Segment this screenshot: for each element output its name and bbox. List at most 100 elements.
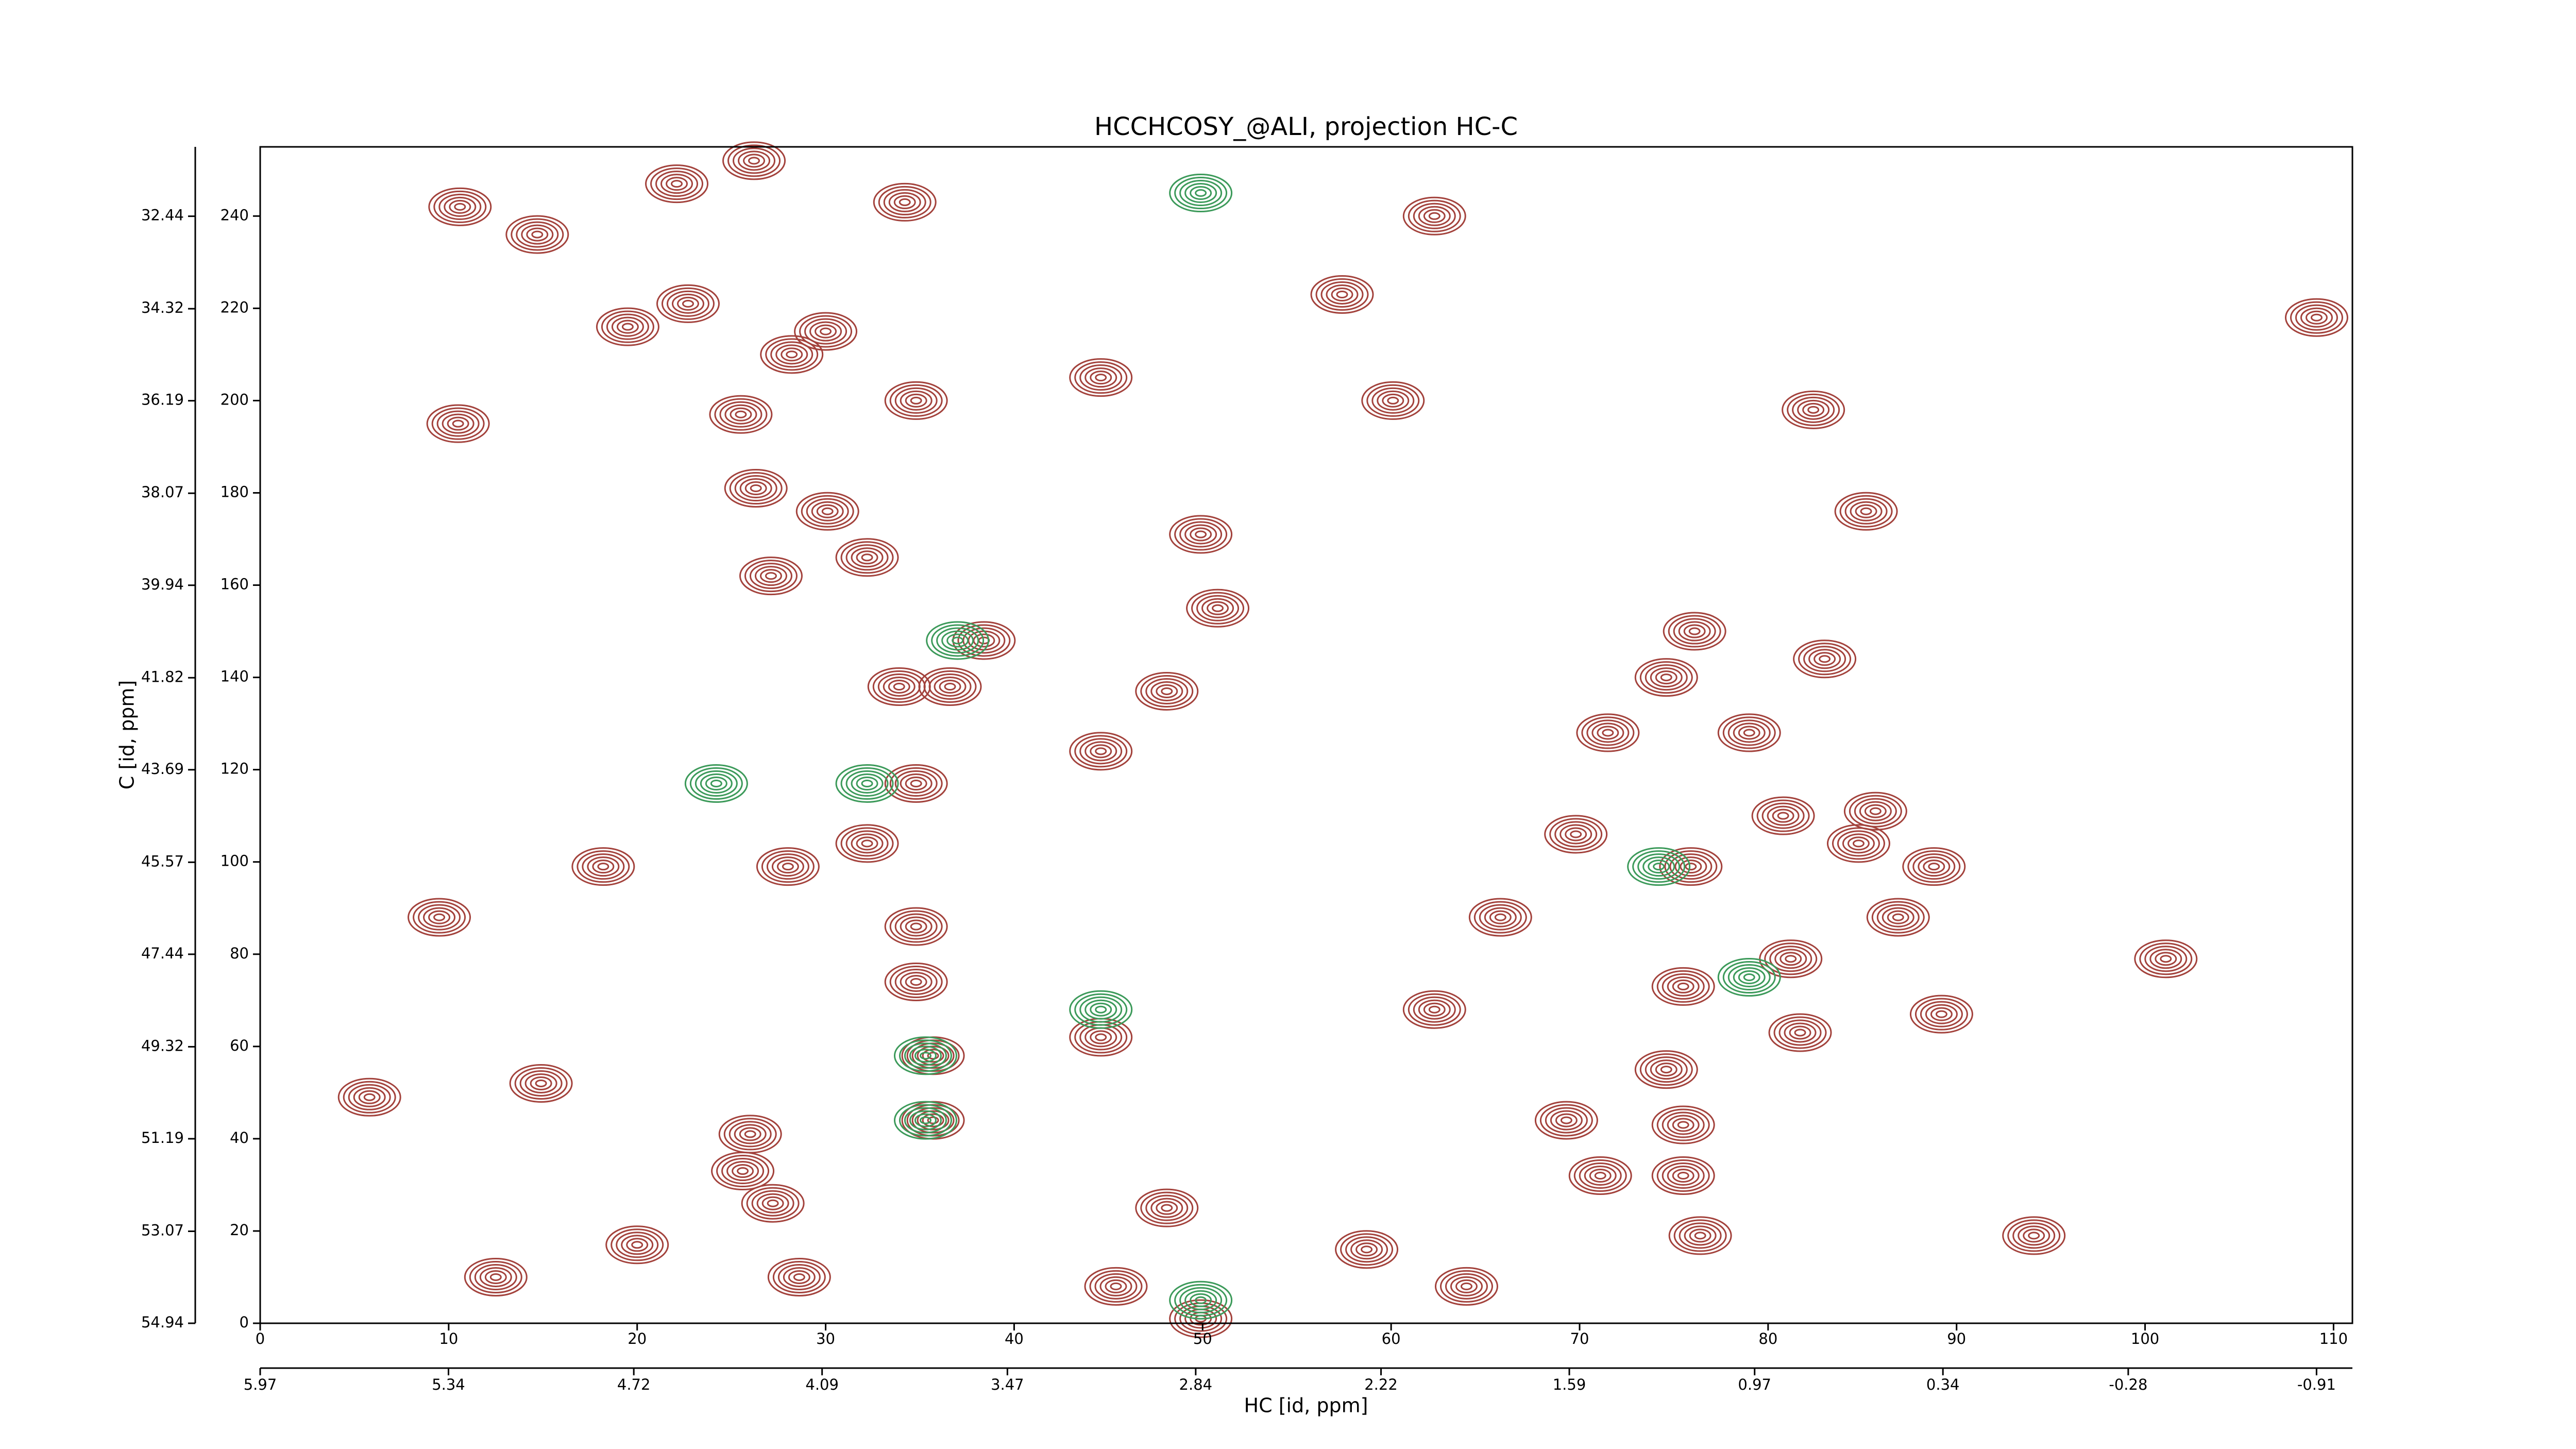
contour-ring (1651, 1156, 1715, 1195)
contour-ring (423, 907, 456, 928)
contour-ring (1179, 521, 1223, 548)
contour-ring (1169, 1299, 1233, 1338)
contour-ring (1920, 1001, 1963, 1027)
contour-ring (1792, 396, 1835, 423)
contour-ring (1336, 290, 1348, 298)
contour-ring (765, 572, 777, 580)
contour-ring (2290, 301, 2343, 334)
contour-ring (840, 541, 894, 574)
contour-ring (656, 284, 720, 323)
contour-ring (909, 1110, 942, 1131)
contour-ring (413, 901, 466, 934)
contour-ring (1074, 735, 1128, 768)
contour-ring (511, 218, 564, 251)
contour-ring (469, 1260, 522, 1293)
contour-ring (1190, 186, 1212, 200)
contour-ring (431, 407, 485, 440)
contour-ring (927, 1116, 939, 1124)
contour-ring (645, 164, 709, 204)
contour-ring (1782, 390, 1845, 429)
x-tick-label: 0 (256, 1330, 265, 1347)
contour-ring (806, 498, 849, 525)
contour-ring (1655, 670, 1677, 685)
contour-ring (1738, 726, 1760, 740)
contour-ring (660, 174, 693, 194)
contour-ring (723, 1118, 777, 1151)
contour-ring (1090, 370, 1112, 385)
contour-ring (878, 186, 931, 218)
contour-ring (944, 682, 956, 690)
contour-ring (1361, 381, 1425, 420)
contour-ring (1095, 1033, 1107, 1041)
contour-ring (793, 1273, 805, 1281)
contour-ring (1914, 998, 1968, 1031)
contour-ring (777, 1263, 821, 1290)
contour-ring (1090, 744, 1112, 759)
contour-ring (1656, 1108, 1710, 1141)
contour-ring (1105, 1279, 1127, 1293)
contour-ring (1460, 1282, 1472, 1290)
contour-ring (505, 215, 569, 254)
contour-ring (917, 1046, 950, 1066)
contour-ring (845, 830, 889, 857)
contour-ring (1685, 863, 1697, 871)
contour-ring (900, 390, 933, 411)
contour-ring (1434, 1267, 1498, 1306)
contour-ring (1761, 802, 1805, 829)
contour-ring (936, 627, 979, 654)
contour-ring (1544, 815, 1608, 854)
contour-ring (883, 189, 926, 215)
x-tick-label: 60 (1382, 1330, 1401, 1347)
contour-ring (1484, 907, 1517, 928)
contour-ring (893, 1036, 957, 1075)
contour-ring (1494, 913, 1506, 921)
contour-ring (884, 764, 948, 803)
contour-ring (700, 773, 733, 794)
contour-ring (1839, 495, 1893, 528)
contour-ring (1645, 664, 1688, 691)
contour-ring (2160, 955, 2172, 963)
contour-ring (1634, 658, 1698, 697)
contour-ring (1674, 856, 1707, 877)
contour-ring (899, 1039, 952, 1072)
contour-ring (694, 770, 738, 797)
contour-ring (744, 481, 767, 496)
contour-ring (1797, 399, 1830, 420)
contour-ring (474, 1263, 517, 1290)
contour-ring (2012, 1222, 2056, 1249)
contour-ring (1814, 652, 1836, 666)
contour-ring (1387, 396, 1399, 405)
contour-ring (1852, 839, 1865, 848)
contour-ring (1679, 1222, 1722, 1249)
contour-ring (744, 1130, 756, 1138)
contour-ring (671, 180, 683, 188)
contour-ring (1150, 681, 1183, 701)
contour-ring (358, 1090, 381, 1104)
contour-ring (1090, 1002, 1112, 1017)
y-tick-label: 100 (221, 852, 249, 870)
contour-ring (788, 1270, 810, 1284)
y2-tick-label: 54.94 (141, 1313, 184, 1331)
contour-ring (1668, 1216, 1732, 1255)
contour-ring (464, 1257, 528, 1296)
contour-ring (1648, 860, 1670, 874)
contour-ring (530, 1076, 552, 1090)
contour-ring (799, 315, 853, 348)
contour-ring (840, 827, 894, 860)
contour-ring (454, 203, 466, 211)
contour-ring (1320, 281, 1364, 308)
contour-ring (337, 1077, 401, 1117)
contour-ring (1673, 618, 1716, 645)
contour-ring (1849, 795, 1902, 828)
contour-ring (1145, 678, 1189, 704)
contour-ring (1479, 904, 1522, 931)
contour-ring (1135, 671, 1199, 711)
y2-tick-label: 51.19 (141, 1129, 184, 1147)
contour-ring (1866, 898, 1930, 937)
y2-tick-label: 49.32 (141, 1037, 184, 1054)
contour-ring (888, 192, 921, 212)
contour-ring (531, 230, 544, 239)
contour-ring (889, 384, 943, 417)
contour-ring (438, 193, 482, 220)
contour-ring (705, 777, 727, 791)
